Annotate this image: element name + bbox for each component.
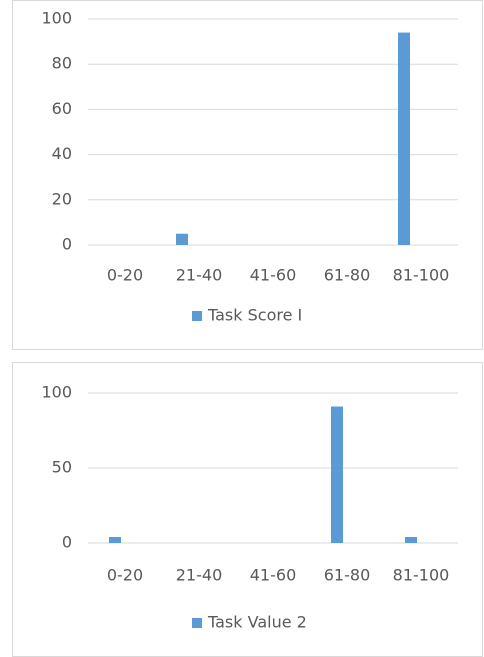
x-tick-label: 81-100	[393, 266, 450, 285]
y-tick-label: 40	[52, 144, 72, 163]
x-tick-label: 61-80	[324, 266, 371, 285]
x-tick-label: 41-60	[250, 566, 297, 585]
x-tick-label: 21-40	[176, 566, 223, 585]
legend-swatch	[192, 311, 202, 321]
x-tick-label: 81-100	[393, 566, 450, 585]
bar	[405, 537, 417, 543]
bar	[398, 32, 410, 246]
chart-frame	[12, 362, 483, 657]
x-tick-label: 61-80	[324, 566, 371, 585]
legend-label: Task Value 2	[207, 613, 307, 632]
x-tick-label: 0-20	[107, 566, 143, 585]
y-tick-label: 100	[41, 383, 72, 402]
y-tick-label: 100	[41, 9, 72, 28]
y-tick-label: 60	[52, 99, 72, 118]
legend-swatch	[192, 618, 202, 628]
x-tick-label: 0-20	[107, 266, 143, 285]
y-tick-label: 80	[52, 54, 72, 73]
bar	[109, 537, 121, 543]
chart-frame	[12, 0, 483, 350]
y-tick-label: 50	[52, 458, 72, 477]
bar	[331, 406, 343, 543]
x-tick-label: 41-60	[250, 266, 297, 285]
y-tick-label: 0	[62, 533, 72, 552]
y-tick-label: 20	[52, 189, 72, 208]
bar	[176, 233, 188, 245]
x-tick-label: 21-40	[176, 266, 223, 285]
y-tick-label: 0	[62, 235, 72, 254]
legend-label: Task Score I	[207, 306, 302, 325]
